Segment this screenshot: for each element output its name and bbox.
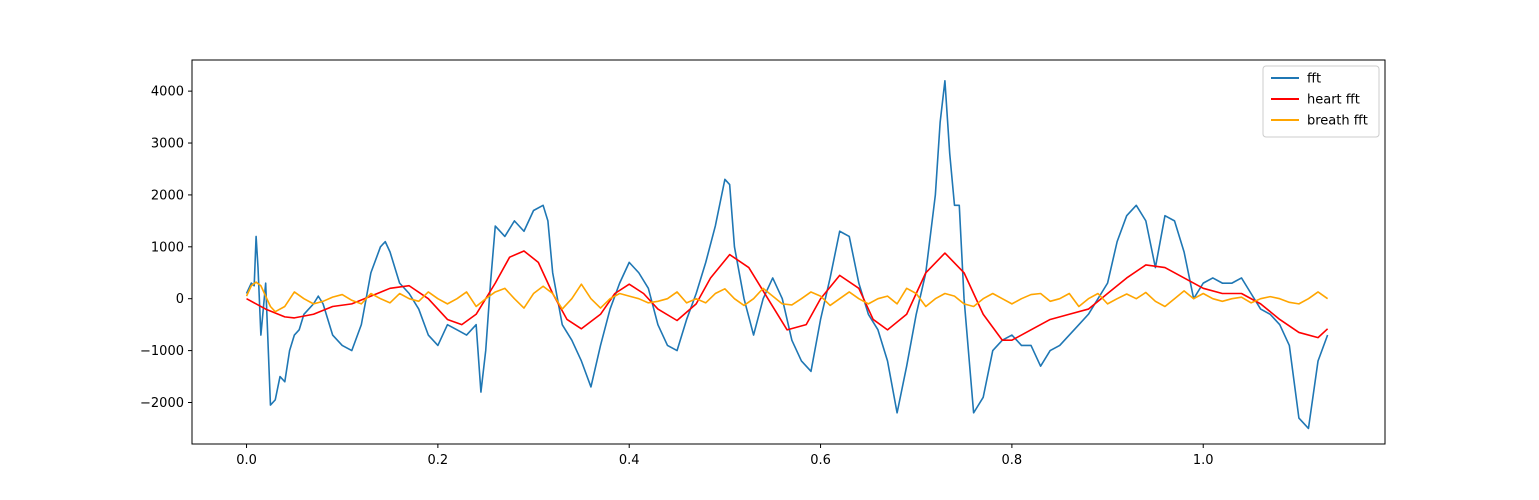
y-tick-label: −1000 xyxy=(140,344,184,359)
x-tick-label: 0.0 xyxy=(236,453,257,468)
legend-label: fft xyxy=(1307,72,1321,87)
legend: fft heart fft breath fft xyxy=(1262,65,1380,138)
y-tick-label: 4000 xyxy=(151,85,184,100)
series-layer xyxy=(245,79,1329,430)
y-tick-label: 3000 xyxy=(151,137,184,152)
x-tick-label: 0.4 xyxy=(619,453,640,468)
plot-frame xyxy=(191,59,1386,445)
series-line-breath-fft xyxy=(245,281,1329,313)
x-tick-label: 0.6 xyxy=(810,453,831,468)
series-line-heart-fft xyxy=(246,250,1329,342)
legend-label: heart fft xyxy=(1307,93,1360,108)
x-axis: 0.0 0.2 0.4 0.6 0.8 1.0 xyxy=(236,444,1214,468)
y-tick-label: 0 xyxy=(176,292,184,307)
series-line-fft xyxy=(245,79,1329,430)
x-tick-label: 0.8 xyxy=(1002,453,1023,468)
y-tick-label: 2000 xyxy=(151,188,184,203)
y-tick-label: −2000 xyxy=(140,396,184,411)
y-tick-label: 1000 xyxy=(151,240,184,255)
legend-label: breath fft xyxy=(1307,114,1368,129)
y-axis: −2000 −1000 0 1000 2000 3000 4000 xyxy=(140,85,192,411)
x-tick-label: 1.0 xyxy=(1193,453,1214,468)
x-tick-label: 0.2 xyxy=(428,453,449,468)
